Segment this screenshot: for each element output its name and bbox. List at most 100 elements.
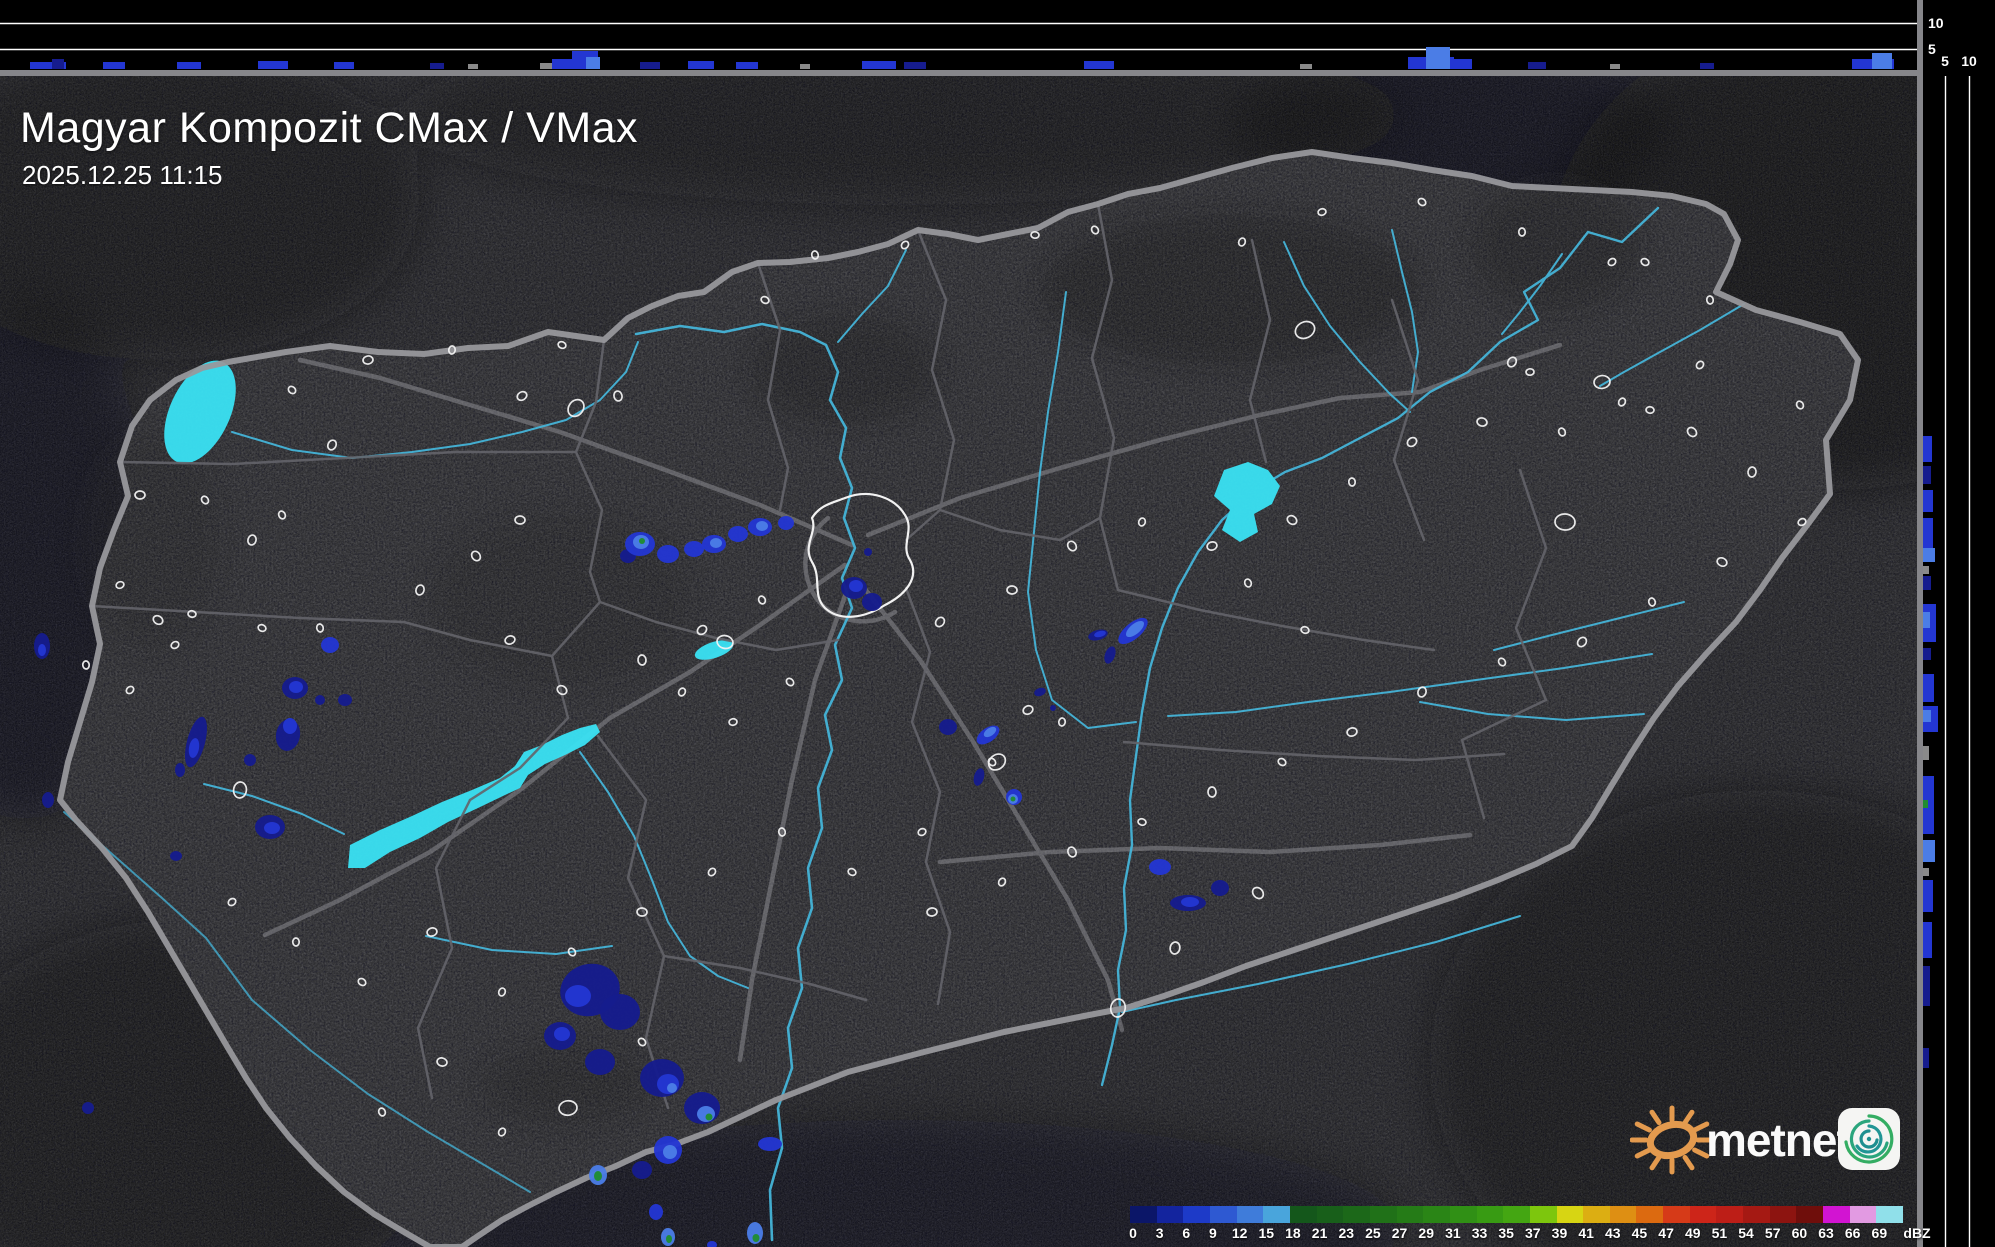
settlement-outline (1277, 757, 1287, 767)
colorbar-segment (1529, 1206, 1557, 1223)
settlement-outline (315, 623, 325, 633)
settlement-outline (1237, 237, 1247, 247)
settlement-outline (247, 534, 257, 546)
right-profile-echo (1923, 548, 1935, 562)
admin-layer (57, 149, 1861, 1247)
settlement-outline (1169, 941, 1181, 955)
radar-echo (710, 538, 722, 548)
county-border (1248, 238, 1272, 464)
radar-echo (684, 541, 704, 557)
river-sio (579, 751, 749, 989)
colorbar-segment (1316, 1206, 1344, 1223)
settlement-outline (1747, 466, 1757, 478)
road-m5 (859, 582, 1125, 1033)
colorbar-tick: 6 (1182, 1225, 1191, 1241)
settlement-outline (514, 515, 526, 525)
settlement-outline (1022, 704, 1034, 716)
county-border (1514, 468, 1548, 702)
river-raba (231, 341, 639, 459)
settlement-outline (917, 827, 927, 837)
colorbar-tick: 49 (1684, 1225, 1701, 1241)
radar-echo (188, 738, 200, 758)
radar-echo (1211, 880, 1229, 896)
colorbar-segment (1183, 1206, 1210, 1223)
colorbar-segment (1583, 1206, 1610, 1223)
radar-echo (1034, 687, 1046, 697)
colorbar-unit-label: dBZ (1903, 1225, 1931, 1241)
colorbar-segment (1449, 1206, 1477, 1223)
top-profile-echo (103, 62, 125, 69)
colorbar-segment (1689, 1206, 1717, 1223)
colorbar-tick: 15 (1258, 1225, 1275, 1241)
radar-echo (565, 985, 591, 1007)
settlement-outline (497, 987, 507, 997)
settlement-outline (232, 781, 248, 799)
settlement-outline (1716, 556, 1728, 568)
settlement-outline (567, 398, 585, 418)
county-border (904, 228, 956, 542)
county-border (1390, 298, 1426, 542)
settlement-outline (187, 609, 197, 619)
top-profile-echo (334, 62, 354, 69)
right-profile-echo (1923, 840, 1935, 862)
settlement-outline (558, 1099, 578, 1117)
river-ipoly (837, 249, 907, 343)
top-profile-echo (1084, 61, 1114, 69)
settlement-outline (1317, 207, 1327, 217)
settlement-outline (362, 355, 374, 365)
colorbar-tick: 63 (1818, 1225, 1834, 1241)
colorbar-segment (1796, 1206, 1824, 1223)
top-profile-echo (1300, 64, 1312, 69)
settlement-outline (497, 1127, 507, 1137)
settlement-outline (926, 907, 938, 917)
radar-echo (42, 792, 54, 808)
settlement-outline (1554, 513, 1576, 531)
right-profile-echo (1923, 566, 1929, 574)
radar-echo (649, 1204, 663, 1220)
settlement-outline (716, 634, 734, 650)
settlement-outline (1525, 367, 1535, 377)
settlement-outline (987, 757, 997, 767)
map-right-border (1917, 0, 1923, 1247)
county-border (596, 734, 670, 1110)
radar-echo (728, 526, 748, 542)
settlement-outline (1797, 517, 1807, 527)
settlement-outline (1506, 356, 1518, 368)
radar-echo-layer (34, 516, 1229, 1247)
top-profile-echo (862, 61, 896, 69)
settlement-outline (1645, 405, 1655, 415)
county-border (118, 450, 578, 466)
top-profile-echo (736, 62, 758, 69)
road-m6 (737, 579, 853, 1063)
right-profile-echo (1923, 922, 1932, 958)
colorbar-segment (1556, 1206, 1584, 1223)
dbz-colorbar-labels: 0 3 6 9 12 15 18 21 23 25 27 29 31 33 35 37 39 41 43 45 47 49… (1129, 1225, 1960, 1243)
settlement-outline (1346, 727, 1358, 737)
settlement-layer (81, 197, 1807, 1137)
colorbar-tick: 18 (1285, 1225, 1301, 1241)
radar-echo (707, 1241, 717, 1247)
spiral-icon (1844, 1114, 1894, 1164)
radar-echo (585, 1049, 615, 1075)
colorbar-segment (1423, 1206, 1450, 1223)
settlement-outline (1476, 417, 1488, 427)
top-profile-echo (586, 57, 600, 69)
top-profile-echo (1700, 63, 1714, 69)
radar-echo (632, 1161, 652, 1179)
colorbar-tick: 54 (1738, 1225, 1754, 1241)
top-profile-panel (0, 0, 1917, 70)
river-drava (63, 811, 531, 1193)
settlement-outline (81, 660, 91, 670)
map-top-border (0, 70, 1923, 76)
page-title: Magyar Kompozit CMax / VMax (20, 104, 639, 152)
right-profile-echo-layer (1923, 436, 1938, 1068)
river-sajo (1283, 241, 1411, 413)
county-border (416, 798, 472, 1100)
lake-ferto (164, 360, 236, 464)
settlement-outline (1066, 540, 1078, 552)
county-border (1116, 588, 1436, 652)
colorbar-segment (1209, 1206, 1237, 1223)
terrain-grain-light (0, 70, 1917, 1247)
dbz-colorbar-gradient (1130, 1206, 1904, 1223)
